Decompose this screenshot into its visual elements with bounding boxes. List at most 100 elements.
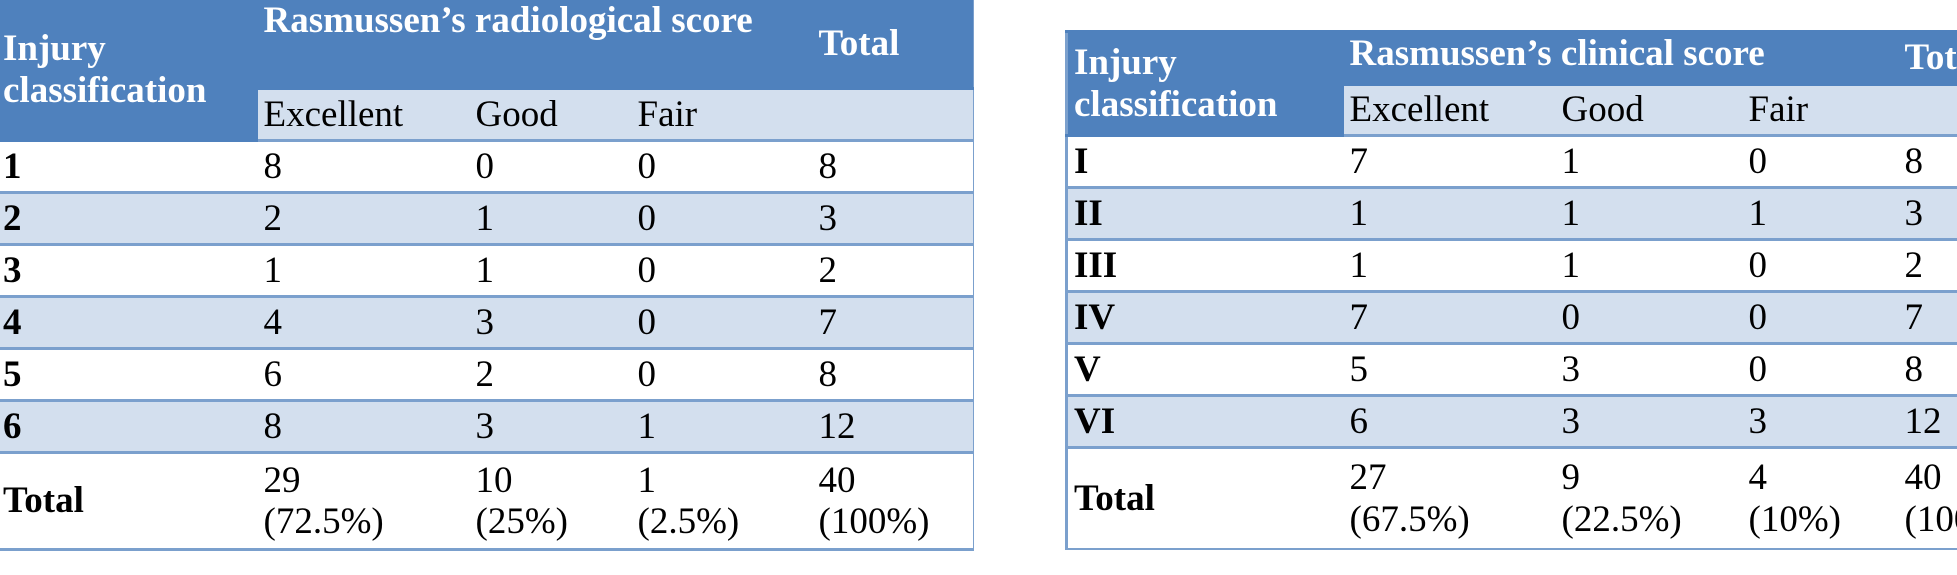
- cell: 12: [1898, 394, 1957, 449]
- total-cell: 9 (22.5%): [1555, 446, 1743, 550]
- total-cell: 27 (67.5%): [1343, 446, 1556, 550]
- cell: 0: [631, 191, 813, 246]
- cell: 2: [469, 347, 632, 402]
- cell: 1: [1555, 134, 1743, 189]
- cell: 12: [812, 399, 974, 454]
- cell: 8: [257, 139, 470, 194]
- cell: 8: [812, 347, 974, 402]
- subheader: Excellent: [1343, 83, 1556, 137]
- row-label: I: [1066, 134, 1344, 189]
- cell: 7: [1898, 290, 1957, 345]
- cell: 1: [257, 243, 470, 298]
- cell: 1: [469, 243, 632, 298]
- cell: 0: [631, 243, 813, 298]
- group-header: Rasmussen’s radiological score: [257, 0, 813, 90]
- row-label: 3: [0, 243, 258, 298]
- subheader: Good: [1555, 83, 1743, 137]
- cell: 3: [1742, 394, 1899, 449]
- cell: 1: [1555, 186, 1743, 241]
- cell: 0: [631, 295, 813, 350]
- row-label-header: Injury classification: [1066, 30, 1344, 137]
- empty-cell: [812, 87, 974, 142]
- cell: 1: [1343, 238, 1556, 293]
- total-label: Total: [1066, 446, 1344, 550]
- cell: 7: [1343, 134, 1556, 189]
- row-label: 6: [0, 399, 258, 454]
- row-label: IV: [1066, 290, 1344, 345]
- group-header: Rasmussen’s clinical score: [1343, 30, 1899, 86]
- cell: 0: [631, 139, 813, 194]
- cell: 0: [1742, 342, 1899, 397]
- cell: 0: [469, 139, 632, 194]
- total-cell: 40 (100%): [1898, 446, 1957, 550]
- data-row: IV 7 0 0 7: [1066, 290, 1957, 345]
- row-label: II: [1066, 186, 1344, 241]
- row-label: V: [1066, 342, 1344, 397]
- cell: 1: [631, 399, 813, 454]
- subheader: Fair: [1742, 83, 1899, 137]
- total-row: Total 29 (72.5%) 10 (25%) 1 (2.5%) 40 (100%): [0, 451, 974, 551]
- data-row: III 1 1 0 2: [1066, 238, 1957, 293]
- cell: 5: [1343, 342, 1556, 397]
- data-row: II 1 1 1 3: [1066, 186, 1957, 241]
- row-label: III: [1066, 238, 1344, 293]
- cell: 6: [257, 347, 470, 402]
- cell: 0: [1742, 238, 1899, 293]
- total-cell: 4 (10%): [1742, 446, 1899, 550]
- total-cell: 40 (100%): [812, 451, 974, 551]
- row-label: 4: [0, 295, 258, 350]
- cell: 3: [1898, 186, 1957, 241]
- total-cell: 29 (72.5%): [257, 451, 470, 551]
- subheader: Excellent: [257, 87, 470, 142]
- cell: 6: [1343, 394, 1556, 449]
- subheader-row: Excellent Good Fair: [1067, 83, 1957, 137]
- total-cell: 1 (2.5%): [631, 451, 813, 551]
- row-label: 1: [0, 139, 258, 194]
- table-clinical: Injury classification Rasmussen’s clinica…: [1065, 30, 1957, 550]
- row-label-header: Injury classification: [0, 0, 258, 142]
- cell: 3: [469, 295, 632, 350]
- cell: 8: [812, 139, 974, 194]
- cell: 1: [1742, 186, 1899, 241]
- header-row: Injury classification Rasmussen’s radiolo…: [0, 0, 974, 142]
- table: Injury classification Rasmussen’s clinica…: [1065, 30, 1957, 550]
- cell: 2: [257, 191, 470, 246]
- subheader: Good: [469, 87, 632, 142]
- cell: 0: [1555, 290, 1743, 345]
- cell: 4: [257, 295, 470, 350]
- empty-cell: [1898, 83, 1957, 137]
- cell: 0: [1742, 134, 1899, 189]
- row-label: 5: [0, 347, 258, 402]
- subheader: Fair: [631, 87, 813, 142]
- row-label: 2: [0, 191, 258, 246]
- cell: 1: [469, 191, 632, 246]
- cell: 3: [469, 399, 632, 454]
- table-radiological: Injury classification Rasmussen’s radiolo…: [0, 0, 974, 557]
- cell: 7: [1343, 290, 1556, 345]
- cell: 3: [1555, 394, 1743, 449]
- cell: 1: [1555, 238, 1743, 293]
- cell: 0: [631, 347, 813, 402]
- cell: 3: [812, 191, 974, 246]
- total-header: Total: [812, 0, 974, 90]
- cell: 3: [1555, 342, 1743, 397]
- cell: 1: [1343, 186, 1556, 241]
- subheader-row: Excellent Good Fair: [0, 87, 974, 142]
- data-row: VI 6 3 3 12: [1066, 394, 1957, 449]
- total-label: Total: [0, 451, 258, 551]
- cell: 0: [1742, 290, 1899, 345]
- data-row: 6 8 3 1 12: [0, 399, 974, 454]
- cell: 8: [257, 399, 470, 454]
- cell: 8: [1898, 134, 1957, 189]
- cell: 8: [1898, 342, 1957, 397]
- row-label: VI: [1066, 394, 1344, 449]
